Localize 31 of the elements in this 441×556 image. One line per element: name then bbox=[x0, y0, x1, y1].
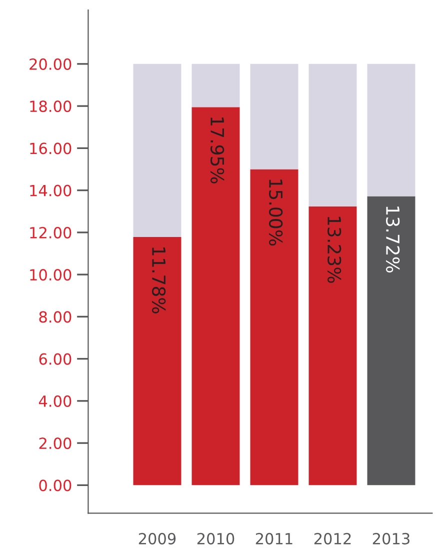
bar bbox=[367, 64, 416, 196]
y-tick-label: 12.00 bbox=[30, 226, 72, 238]
data-label: 13.23% bbox=[327, 216, 342, 283]
x-tick-label: 2010 bbox=[197, 532, 234, 544]
x-tick-label: 2011 bbox=[256, 532, 292, 544]
y-tick-label: 20.00 bbox=[30, 58, 72, 70]
bar bbox=[192, 107, 240, 486]
bar bbox=[308, 206, 357, 486]
bar bbox=[250, 169, 298, 486]
bar bbox=[308, 64, 357, 207]
y-tick-label: 14.00 bbox=[30, 184, 72, 196]
y-tick-label: 6.00 bbox=[39, 353, 72, 365]
x-tick-label: 2013 bbox=[372, 532, 410, 544]
y-tick-label: 18.00 bbox=[30, 100, 72, 112]
data-label: 17.95% bbox=[210, 118, 224, 184]
x-tick-label: 2009 bbox=[138, 532, 176, 544]
x-tick-label: 2012 bbox=[314, 532, 351, 544]
bar bbox=[250, 64, 298, 170]
data-label: 15.00% bbox=[268, 180, 283, 246]
y-tick-label: 4.00 bbox=[38, 395, 72, 407]
bar bbox=[192, 64, 240, 108]
y-tick-label: 0.00 bbox=[39, 480, 72, 492]
bar bbox=[133, 64, 182, 238]
y-tick-label: 2.00 bbox=[39, 438, 72, 450]
bar bbox=[133, 237, 182, 486]
y-tick-label: 8.00 bbox=[39, 311, 72, 323]
y-tick-label: 10.00 bbox=[30, 269, 72, 281]
data-label: 11.78% bbox=[152, 247, 166, 314]
data-label: 13.72% bbox=[386, 206, 400, 272]
y-tick-label: 16.00 bbox=[30, 142, 72, 154]
bar bbox=[367, 196, 416, 486]
